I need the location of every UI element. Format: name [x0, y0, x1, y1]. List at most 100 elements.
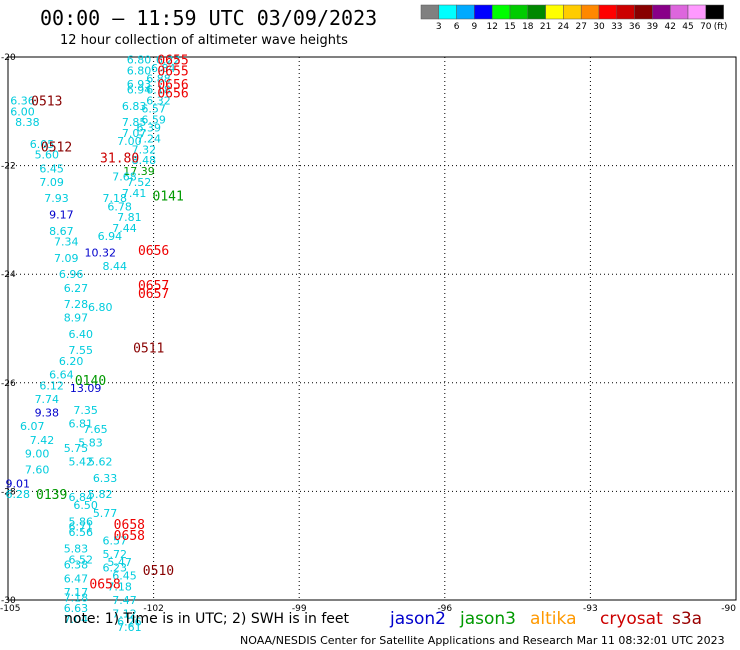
- wave-height-value: 5.75: [64, 442, 89, 455]
- page-title: 00:00 – 11:59 UTC 03/09/2023: [40, 6, 378, 30]
- colorbar-swatch: [491, 4, 511, 20]
- pass-time-label: 0513: [31, 94, 62, 109]
- colorbar-label: 33: [611, 22, 622, 32]
- grid-lines: [7, 56, 737, 601]
- pass-time-label: 0656: [157, 78, 188, 93]
- wave-height-value: 5.42: [69, 456, 94, 469]
- colorbar-label: 6: [454, 22, 460, 32]
- wave-height-value: 6.05: [30, 138, 55, 151]
- colorbar-swatch: [420, 4, 440, 20]
- colorbar-label: 45: [682, 22, 693, 32]
- data-points: 6.80 6.226.846.806.886.936.946.186.326.36…: [5, 54, 180, 634]
- wave-height-value: 6.20: [59, 355, 84, 368]
- wave-height-value: 7.44: [112, 222, 137, 235]
- x-tick-label: -105: [0, 604, 20, 614]
- colorbar-unit: (ft): [714, 22, 728, 32]
- wave-height-value: 7.18: [107, 580, 132, 593]
- wave-height-value: 7.12: [112, 608, 137, 621]
- wave-height-value: 6.00: [10, 105, 35, 118]
- colorbar-label: 36: [629, 22, 641, 32]
- wave-height-value: 6.71: [69, 521, 94, 534]
- wave-height-value: 6.83: [122, 100, 147, 113]
- wave-height-value: 7.24: [136, 132, 161, 145]
- pass-time-label: 0656: [138, 244, 169, 259]
- x-tick-label: -102: [143, 604, 163, 614]
- colorbar-swatch: [705, 4, 724, 20]
- colorbar-swatch: [438, 4, 457, 20]
- wave-height-value: 7.42: [30, 434, 55, 447]
- wave-height-value: 5.72: [103, 548, 128, 561]
- x-tick-label: -90: [721, 604, 736, 614]
- wave-height-value: 7.85: [122, 116, 147, 129]
- wave-height-value: 6.33: [93, 472, 118, 485]
- colorbar-swatch: [687, 4, 707, 20]
- colorbar-swatch: [669, 4, 689, 20]
- pass-time-label: 0658: [114, 529, 145, 544]
- wave-height-value: 6.80: [88, 301, 113, 314]
- credit-line: NOAA/NESDIS Center for Satellite Applica…: [240, 634, 725, 647]
- pass-time-label: 0658: [89, 578, 120, 593]
- wave-height-value: 9.17: [49, 208, 74, 221]
- wave-height-value: 6.12: [39, 380, 64, 393]
- colorbar-label: 15: [504, 22, 515, 32]
- wave-height-value: 6.50: [73, 499, 98, 512]
- colorbar-swatch: [580, 4, 600, 20]
- pass-time-label: 0657: [138, 279, 169, 294]
- wave-height-value: 8.97: [64, 312, 89, 325]
- wave-height-value: 6.52: [69, 553, 94, 566]
- wave-height-value: 6.88: [146, 73, 171, 86]
- pass-time-labels: 06550655065606560513051231.8001410656065…: [31, 54, 188, 593]
- legend-jason3: jason3: [460, 609, 516, 629]
- legend-cryosat: cryosat: [600, 609, 663, 629]
- colorbar-label: 18: [522, 22, 534, 32]
- wave-height-value: 6.56: [69, 526, 94, 539]
- wave-height-value: 7.04: [64, 613, 89, 626]
- wave-height-value: 17.39: [123, 165, 155, 178]
- x-tick-label: -96: [437, 604, 452, 614]
- wave-height-value: 7.35: [73, 404, 98, 417]
- pass-time-label: 31.80: [100, 151, 139, 166]
- wave-height-value: 6.63: [64, 602, 89, 615]
- wave-height-value: 5.83: [78, 437, 103, 450]
- wave-height-value: 7.65: [83, 423, 108, 436]
- colorbar-swatch: [474, 4, 493, 20]
- wave-height-value: 6.18: [146, 84, 171, 97]
- wave-height-value: 6.38: [64, 559, 89, 572]
- colorbar-swatch: [652, 4, 671, 20]
- wave-height-value: 7.47: [112, 594, 137, 607]
- wave-height-value: 6.57: [103, 534, 128, 547]
- wave-height-value: 6.84: [151, 62, 176, 75]
- colorbar-swatch: [527, 4, 546, 20]
- colorbar-swatch: [509, 4, 529, 20]
- wave-height-value: 6.81: [69, 418, 94, 431]
- x-tick-label: -93: [583, 604, 598, 614]
- pass-time-label: 0511: [133, 342, 164, 357]
- wave-height-value: 6.59: [141, 113, 166, 126]
- wave-height-value: 5.86: [69, 515, 94, 528]
- pass-time-label: 0657: [138, 287, 169, 302]
- page-subtitle: 12 hour collection of altimeter wave hei…: [60, 33, 348, 48]
- colorbar-swatch: [634, 4, 653, 20]
- wave-height-value: 5.83: [64, 542, 89, 555]
- wave-height-value: 5.62: [88, 456, 113, 469]
- wave-height-value: 7.07: [122, 127, 147, 140]
- wave-height-value: 9.00: [25, 447, 50, 460]
- wave-height-value: 6.45: [112, 570, 137, 583]
- x-tick-label: -99: [292, 604, 307, 614]
- colorbar-label: 21: [540, 22, 551, 32]
- wave-height-value: 7.34: [54, 236, 79, 249]
- wave-height-value: 6.84: [69, 491, 94, 504]
- pass-time-label: 0141: [153, 189, 184, 204]
- colorbar-label: 12: [486, 22, 497, 32]
- pass-time-label: 0510: [143, 564, 174, 579]
- colorbar-swatch: [598, 4, 618, 20]
- wave-height-value: 6.36: [10, 94, 35, 107]
- wave-height-value: 6.93: [127, 78, 152, 91]
- units-note: note: 1) Time is in UTC; 2) SWH is in fe…: [64, 611, 350, 627]
- wave-height-value: 6.94: [127, 84, 152, 97]
- wave-height-value: 6.22: [156, 54, 181, 67]
- wave-height-value: 13.09: [70, 382, 102, 395]
- colorbar-swatch: [563, 4, 582, 20]
- wave-height-value: 7.93: [44, 192, 69, 205]
